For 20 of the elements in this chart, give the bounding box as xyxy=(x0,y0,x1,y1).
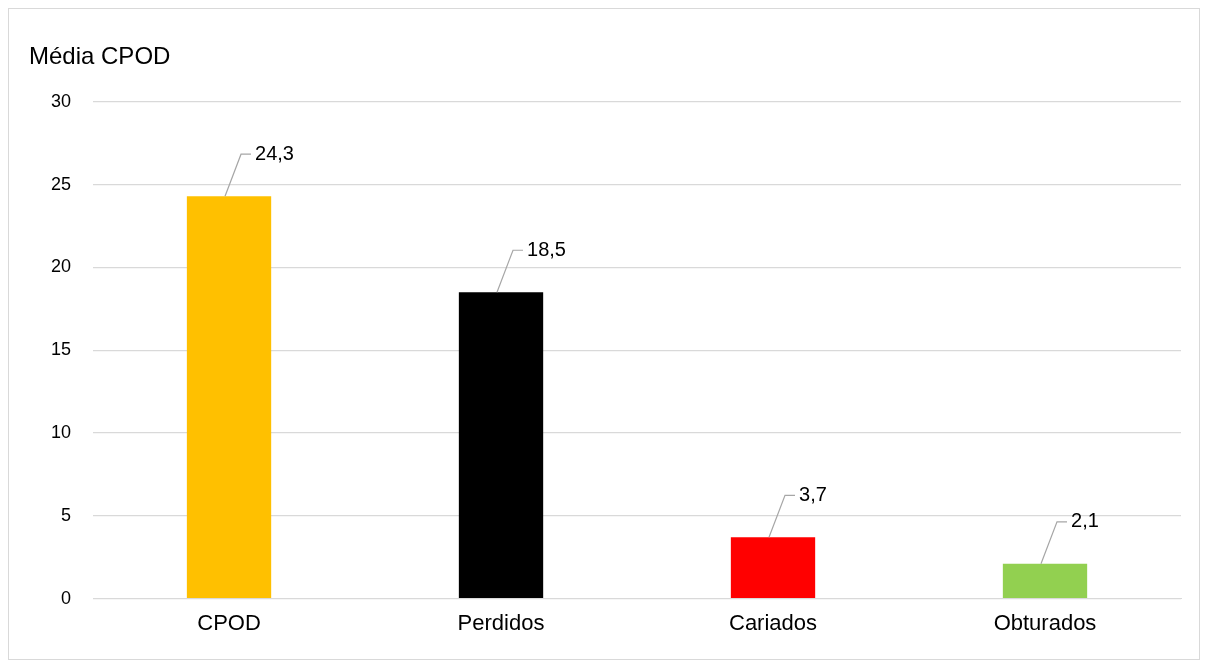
x-tick-label: CPOD xyxy=(197,609,261,635)
bar xyxy=(186,196,272,598)
data-label: 24,3 xyxy=(255,141,294,164)
data-label: 18,5 xyxy=(527,237,566,260)
y-tick-label: 0 xyxy=(61,587,72,608)
bar xyxy=(458,292,544,598)
bar xyxy=(730,537,816,598)
chart-title: Média CPOD xyxy=(29,42,171,70)
x-tick-label: Cariados xyxy=(728,609,818,635)
y-tick-label: 30 xyxy=(50,90,72,111)
data-label: 3,7 xyxy=(799,482,827,505)
y-tick-label: 20 xyxy=(50,256,72,277)
y-tick-label: 15 xyxy=(50,339,72,360)
y-tick-label: 5 xyxy=(61,504,72,525)
data-label: 2,1 xyxy=(1071,509,1099,532)
x-tick-label: Obturados xyxy=(993,609,1097,635)
x-tick-label: Perdidos xyxy=(457,609,545,635)
bar xyxy=(1002,563,1088,598)
y-tick-label: 10 xyxy=(50,421,72,442)
y-tick-label: 25 xyxy=(50,173,72,194)
